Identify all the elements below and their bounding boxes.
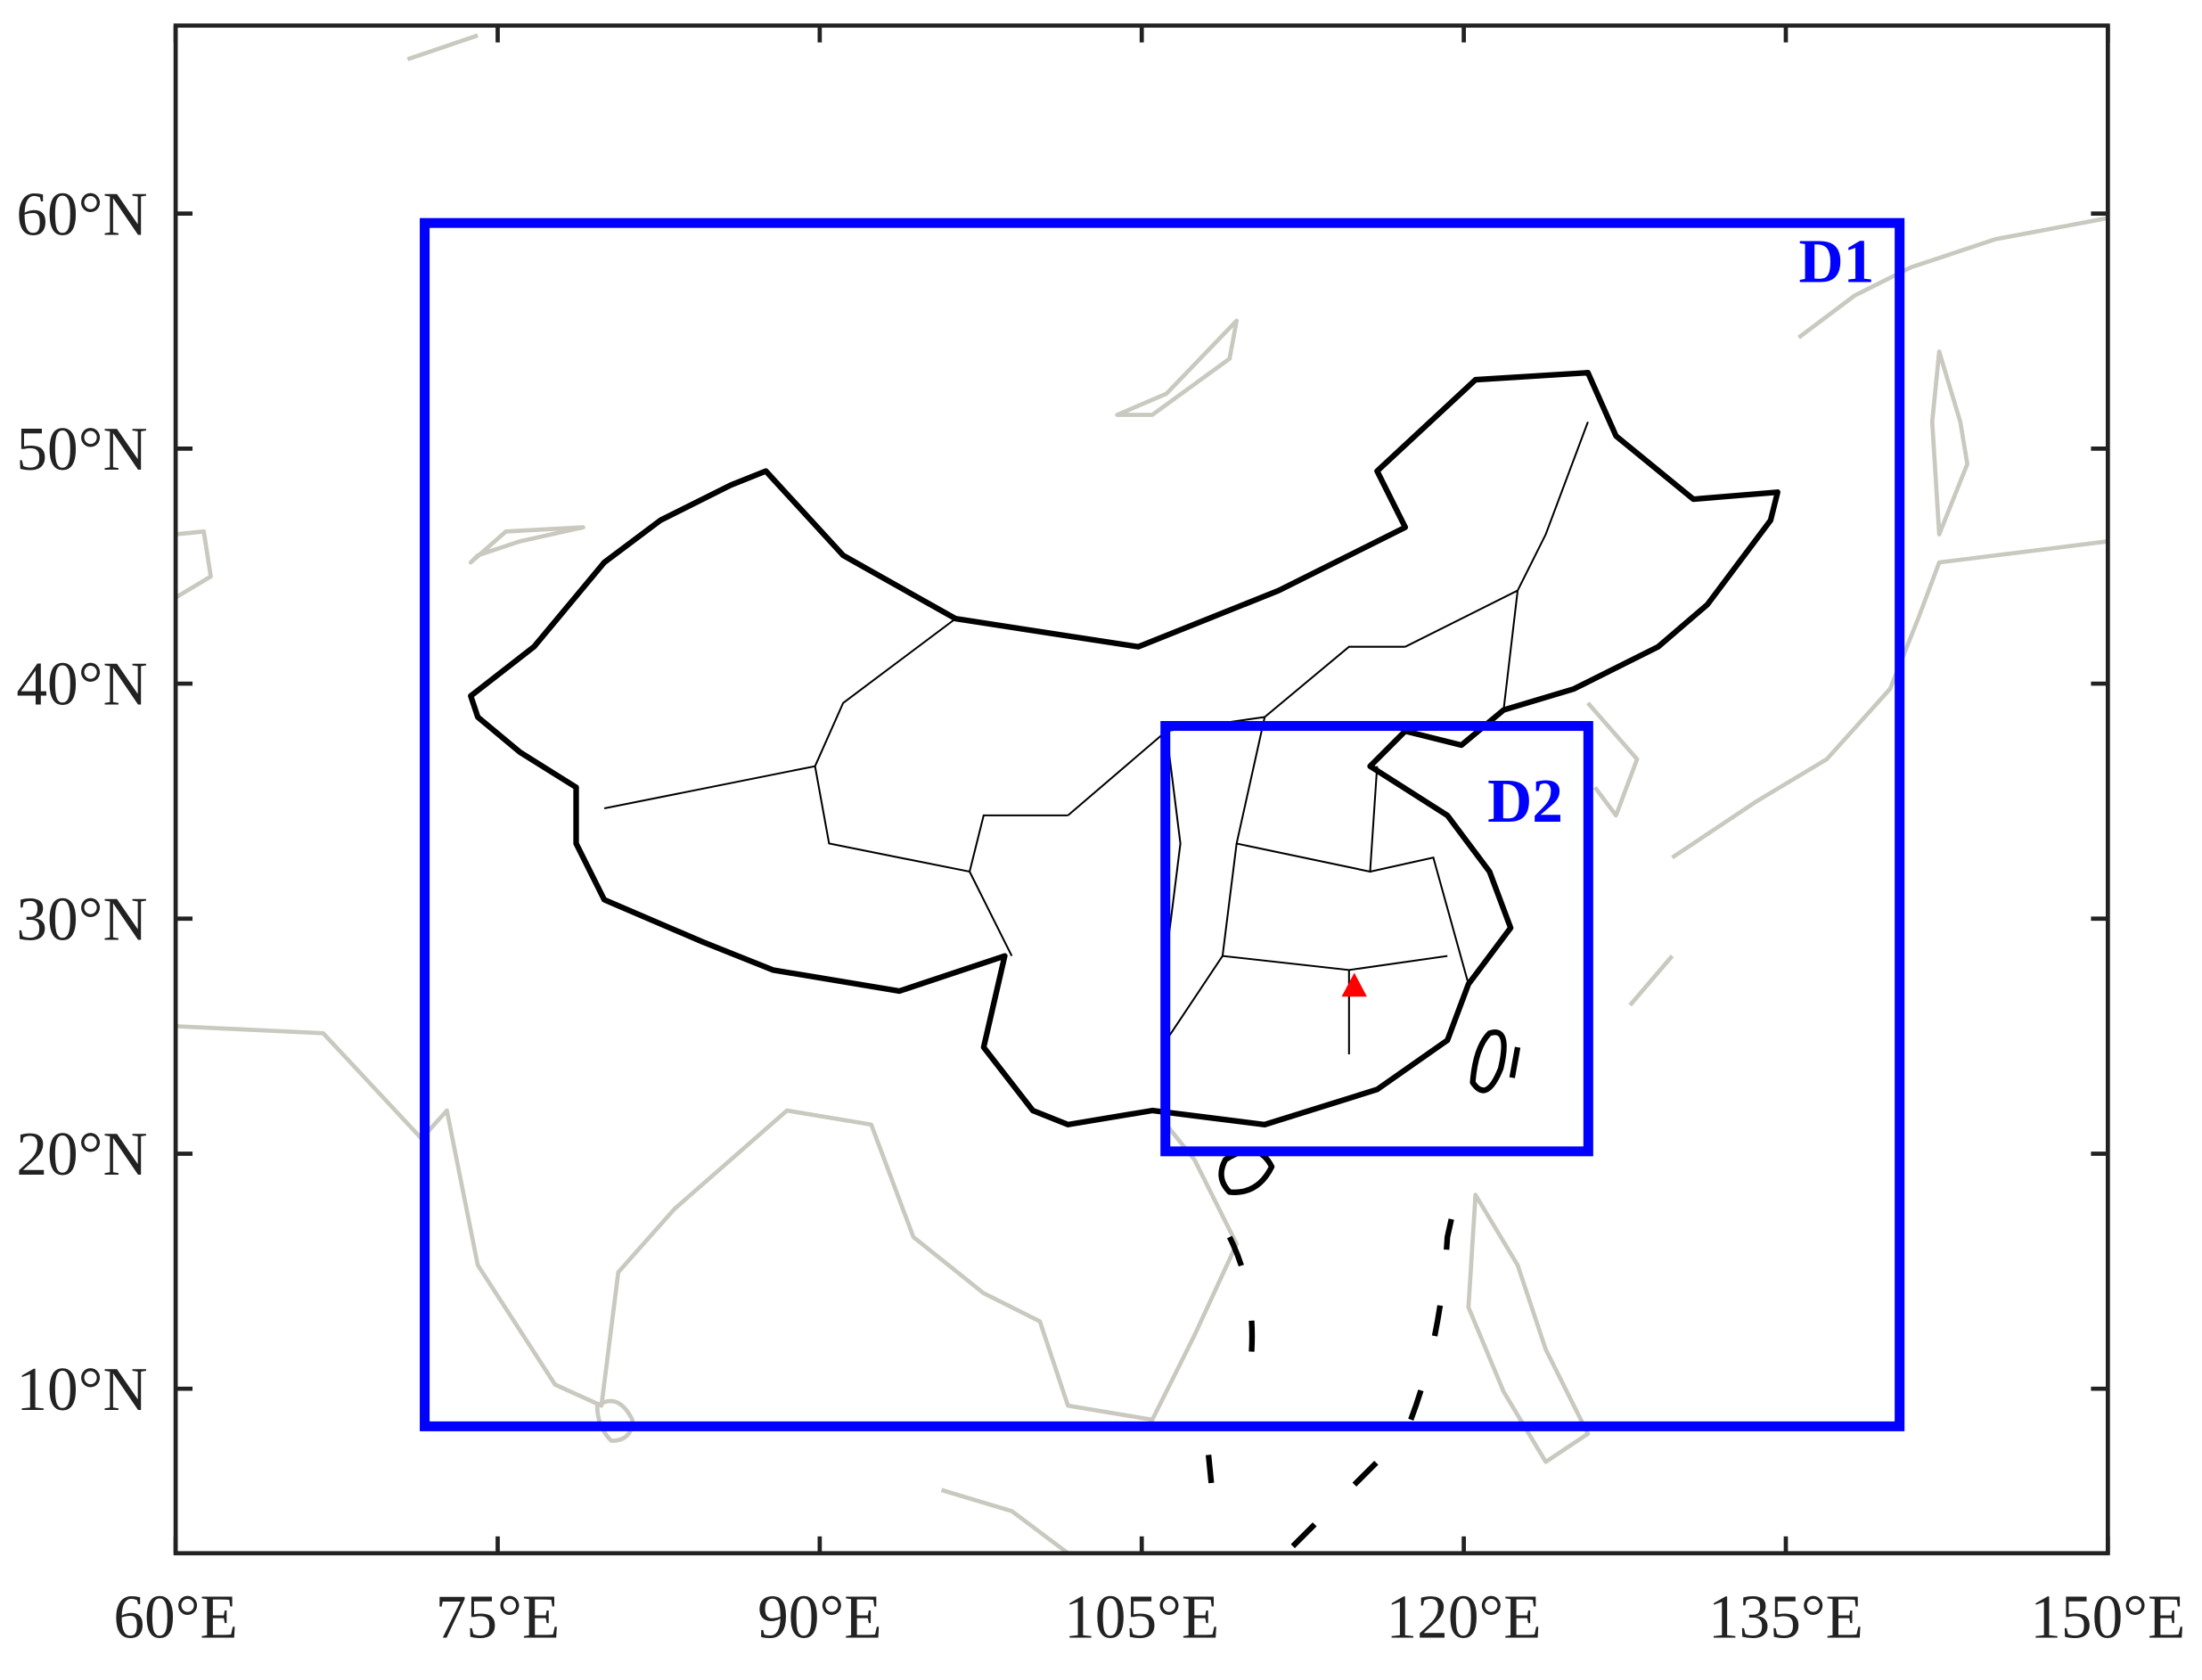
coastline	[940, 1487, 1069, 1555]
coastline	[174, 529, 213, 600]
y-tick-label: 60°N	[16, 180, 147, 249]
coastlines	[174, 33, 2108, 1555]
domain-box	[420, 217, 1905, 1431]
coastline	[1586, 701, 1640, 818]
domain-label: D2	[1487, 767, 1563, 836]
coastline	[1671, 539, 2108, 860]
y-tick-label: 20°N	[16, 1120, 147, 1189]
coastline	[406, 33, 479, 61]
china-boundary	[468, 370, 1780, 1549]
domain-label: D1	[1798, 227, 1874, 296]
x-tick-label: 120°E	[1387, 1583, 1542, 1651]
province-borders	[603, 422, 1589, 1054]
x-tick-label: 90°E	[757, 1583, 882, 1651]
y-tick-label: 50°N	[16, 415, 147, 484]
coastline	[1929, 349, 1970, 537]
coastline	[1628, 955, 1674, 1007]
domain-box	[1160, 721, 1593, 1157]
taiwan	[1469, 1029, 1507, 1094]
site-marker	[1341, 972, 1367, 997]
coastline	[1797, 216, 2108, 340]
x-tick-label: 150°E	[2030, 1583, 2185, 1651]
y-tick-label: 30°N	[16, 885, 147, 954]
y-tick-label: 10°N	[16, 1356, 147, 1424]
y-tick-label: 40°N	[16, 651, 147, 719]
coastline	[175, 1024, 1240, 1422]
dashed-line	[1205, 1046, 1521, 1549]
china-outline	[468, 370, 1780, 1127]
coastline	[1115, 318, 1240, 417]
overlay: D1 D2	[420, 217, 1905, 1431]
x-tick-label: 75°E	[436, 1583, 560, 1651]
x-tick-label: 60°E	[113, 1583, 237, 1651]
coastline	[1466, 1192, 1591, 1464]
coastline	[468, 525, 585, 565]
x-tick-label: 135°E	[1708, 1583, 1863, 1651]
x-tick-label: 105°E	[1064, 1583, 1219, 1651]
